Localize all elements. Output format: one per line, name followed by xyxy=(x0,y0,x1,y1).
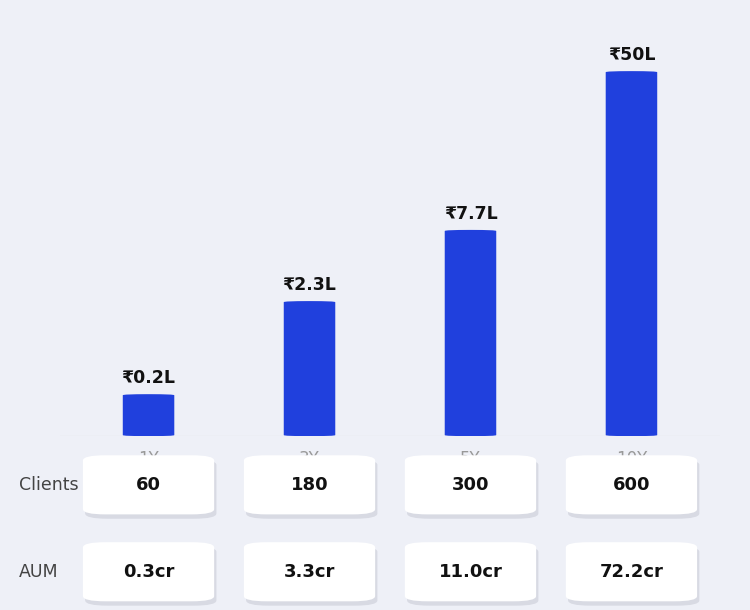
Text: 0.3cr: 0.3cr xyxy=(123,563,174,581)
Text: 72.2cr: 72.2cr xyxy=(599,563,664,581)
FancyBboxPatch shape xyxy=(566,542,697,601)
FancyBboxPatch shape xyxy=(405,455,536,514)
FancyBboxPatch shape xyxy=(445,230,497,436)
FancyBboxPatch shape xyxy=(244,542,375,601)
FancyBboxPatch shape xyxy=(405,542,536,601)
FancyBboxPatch shape xyxy=(83,542,214,601)
Text: 3.3cr: 3.3cr xyxy=(284,563,335,581)
FancyBboxPatch shape xyxy=(246,547,377,606)
Text: ₹50L: ₹50L xyxy=(608,46,656,64)
FancyBboxPatch shape xyxy=(86,459,217,518)
FancyBboxPatch shape xyxy=(284,301,335,436)
FancyBboxPatch shape xyxy=(606,71,657,436)
Text: AUM: AUM xyxy=(19,563,58,581)
Text: ₹7.7L: ₹7.7L xyxy=(443,205,497,223)
Text: ₹0.2L: ₹0.2L xyxy=(122,369,176,387)
FancyBboxPatch shape xyxy=(244,455,375,514)
Text: 180: 180 xyxy=(291,476,328,494)
FancyBboxPatch shape xyxy=(566,455,697,514)
Text: 300: 300 xyxy=(452,476,489,494)
FancyBboxPatch shape xyxy=(123,394,174,436)
FancyBboxPatch shape xyxy=(246,459,377,518)
Text: ₹2.3L: ₹2.3L xyxy=(283,276,337,294)
FancyBboxPatch shape xyxy=(86,547,217,606)
FancyBboxPatch shape xyxy=(407,459,538,518)
FancyBboxPatch shape xyxy=(407,547,538,606)
FancyBboxPatch shape xyxy=(83,455,214,514)
Text: 11.0cr: 11.0cr xyxy=(439,563,503,581)
FancyBboxPatch shape xyxy=(568,547,699,606)
Text: Clients: Clients xyxy=(19,476,78,494)
FancyBboxPatch shape xyxy=(568,459,699,518)
Text: 60: 60 xyxy=(136,476,161,494)
Text: 600: 600 xyxy=(613,476,650,494)
